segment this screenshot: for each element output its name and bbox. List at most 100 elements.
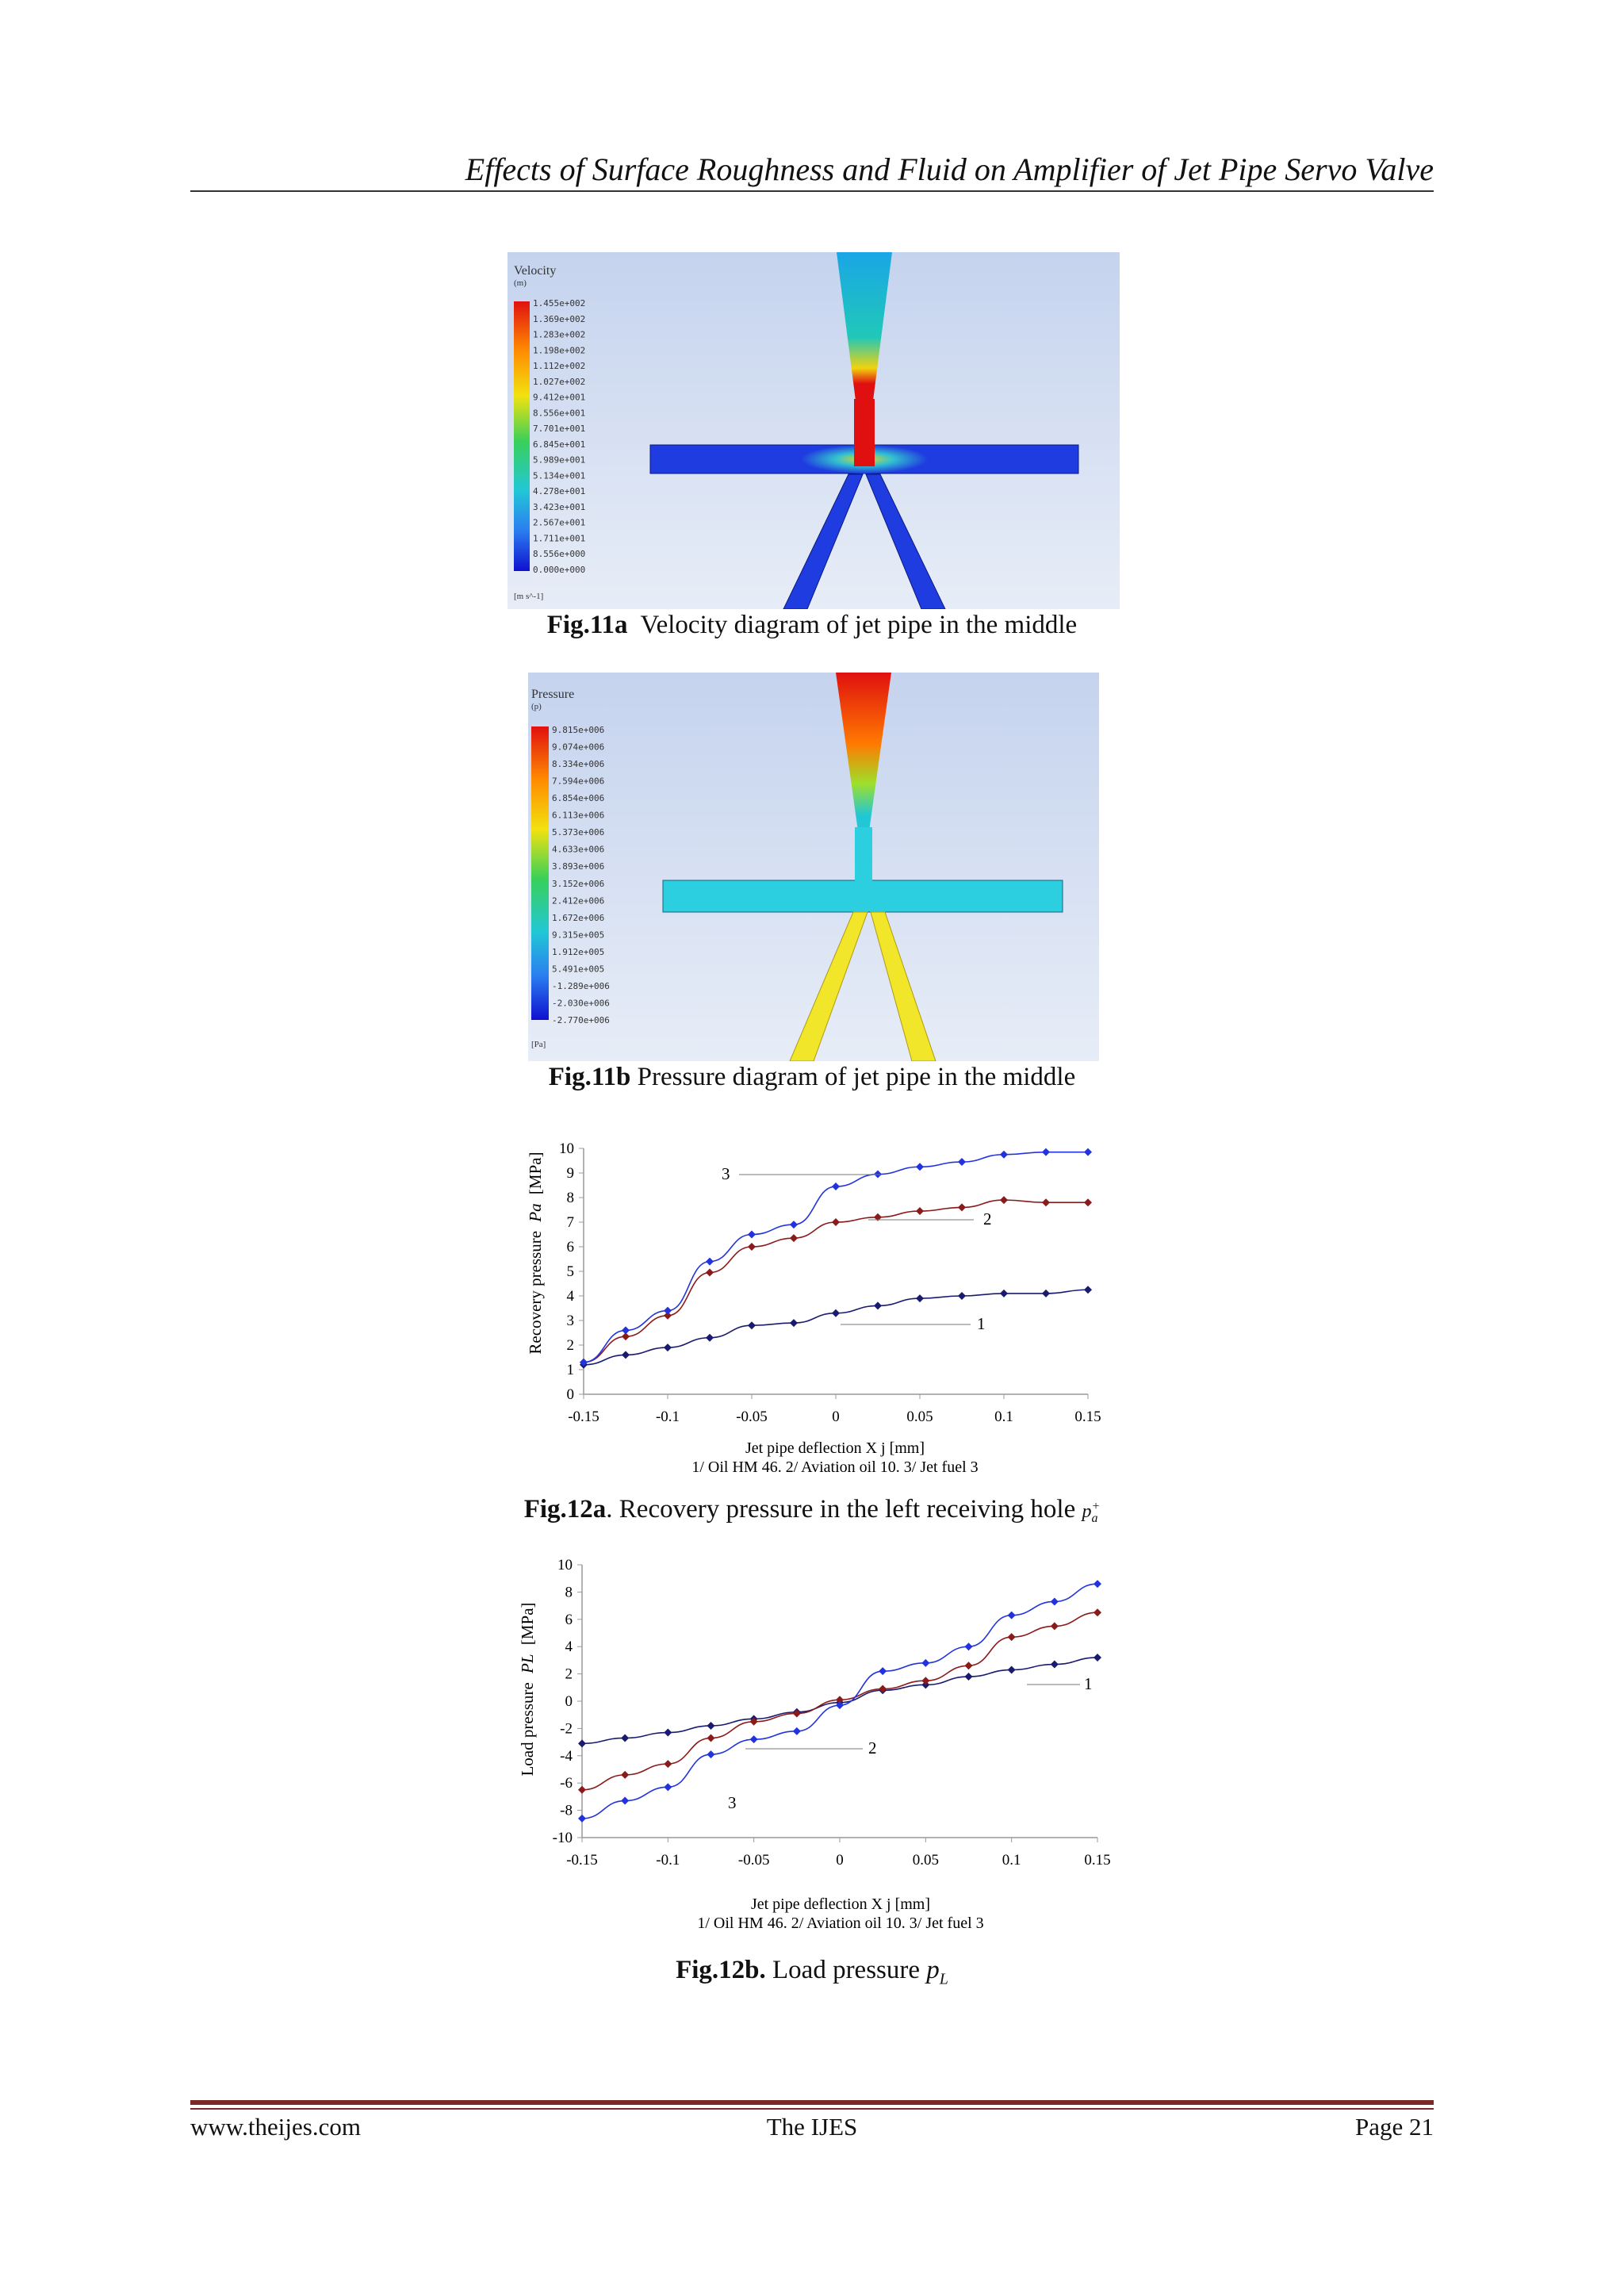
fig11b-pressure-image: Pressure (p) 9.815e+006 9.074e+006 8.334e+…	[528, 673, 1099, 1061]
data-point-series-2	[622, 1332, 630, 1341]
data-point-series-2	[836, 1696, 844, 1704]
footer-rule-thick	[190, 2100, 1434, 2105]
x-tick-label: 0.1	[1002, 1852, 1021, 1869]
y-tick-label: 7	[567, 1214, 575, 1231]
series-line-1	[583, 1289, 1089, 1366]
data-point-series-1	[664, 1728, 672, 1737]
legend-value: 1.112e+002	[533, 361, 585, 371]
data-point-series-2	[916, 1207, 924, 1216]
y-tick-label: 6	[565, 1612, 573, 1628]
legend-value: 9.815e+006	[552, 725, 604, 735]
data-point-series-2	[790, 1234, 798, 1243]
data-point-series-3	[1007, 1611, 1016, 1619]
data-point-series-3	[1000, 1150, 1008, 1159]
y-tick-label: 8	[567, 1190, 575, 1206]
legend-value: 6.854e+006	[552, 793, 604, 803]
data-point-series-1	[921, 1681, 930, 1689]
legend-value: -2.770e+006	[552, 1015, 610, 1025]
fig12a-caption-sub: a	[1091, 1511, 1098, 1525]
legend-value: 5.491e+005	[552, 964, 604, 974]
fig12b-caption-symbol: p	[926, 1956, 940, 1984]
data-point-series-3	[916, 1163, 924, 1171]
data-point-series-1	[832, 1309, 840, 1317]
legend-value: 2.412e+006	[552, 895, 604, 906]
data-point-series-2	[748, 1243, 756, 1251]
data-point-series-3	[964, 1642, 973, 1651]
x-tick-label: 0.05	[906, 1409, 933, 1425]
x-tick-label: -0.1	[656, 1852, 680, 1869]
fig12a-caption-sup: +	[1091, 1500, 1101, 1513]
legend-value: -2.030e+006	[552, 998, 610, 1008]
data-point-series-1	[1042, 1289, 1050, 1297]
data-point-series-1	[1007, 1665, 1016, 1674]
fig12b-xlabel: Jet pipe deflection X j [mm]	[751, 1895, 930, 1913]
data-point-series-2	[1094, 1608, 1101, 1617]
series-label-1: 1	[977, 1314, 986, 1333]
y-tick-label: 5	[567, 1263, 575, 1280]
data-point-series-3	[1094, 1580, 1101, 1589]
data-point-series-3	[749, 1735, 758, 1744]
data-point-series-1	[707, 1721, 715, 1730]
y-tick-label: 4	[565, 1639, 573, 1655]
fig11b-legend-title: Pressure	[531, 688, 574, 701]
y-tick-label: -8	[560, 1803, 573, 1819]
footer-page-number: Page 21	[1354, 2113, 1434, 2141]
data-point-series-2	[664, 1760, 672, 1769]
y-tick-label: 0	[565, 1693, 573, 1710]
fig12b-caption-text: Load pressure	[772, 1956, 921, 1984]
legend-value: 1.672e+006	[552, 913, 604, 923]
fig12a-ylabel-group: Recovery pressure Pa [MPa]	[526, 1152, 545, 1354]
x-tick-label: 0	[832, 1409, 840, 1425]
data-point-series-1	[578, 1739, 586, 1748]
data-point-series-3	[707, 1750, 715, 1759]
legend-value: 1.711e+001	[533, 533, 585, 543]
legend-value: 9.315e+005	[552, 930, 604, 940]
data-point-series-3	[832, 1182, 840, 1191]
legend-value: 4.278e+001	[533, 486, 585, 496]
data-point-series-3	[879, 1667, 887, 1676]
fig11a-caption: Fig.11a Velocity diagram of jet pipe in …	[0, 611, 1624, 640]
fig11a-legend-title: Velocity	[514, 264, 556, 278]
legend-value: 9.074e+006	[552, 742, 604, 753]
legend-value: 6.113e+006	[552, 811, 604, 821]
header-rule	[190, 190, 1434, 192]
legend-value: 5.989e+001	[533, 455, 585, 466]
x-tick-label: 0.1	[994, 1409, 1013, 1425]
data-point-series-2	[706, 1268, 714, 1277]
data-point-series-1	[790, 1319, 798, 1328]
x-tick-label: 0.05	[913, 1852, 939, 1869]
legend-value: 8.556e+000	[533, 549, 585, 559]
legend-value: 2.567e+001	[533, 518, 585, 528]
fig12a-svg: Recovery pressure Pa [MPa] Jet pipe defl…	[526, 1140, 1101, 1476]
legend-value: 1.027e+002	[533, 377, 585, 387]
y-tick-label: -2	[560, 1720, 573, 1737]
running-head: Effects of Surface Roughness and Fluid o…	[465, 151, 1434, 187]
data-point-series-2	[1084, 1198, 1092, 1207]
y-tick-label: 4	[567, 1288, 575, 1305]
fig12a-ylabel: Recovery pressure Pa [MPa]	[526, 1152, 545, 1354]
legend-value: 7.701e+001	[533, 424, 585, 434]
legend-value: 3.423e+001	[533, 502, 585, 512]
y-tick-label: 6	[567, 1239, 575, 1255]
data-point-series-1	[1084, 1286, 1092, 1294]
legend-value: -1.289e+006	[552, 981, 610, 991]
data-point-series-2	[921, 1677, 930, 1685]
fig12b-caption-label: Fig.12b.	[676, 1956, 766, 1984]
y-tick-label: 1	[567, 1362, 575, 1378]
y-tick-label: 8	[565, 1584, 573, 1600]
y-tick-label: 0	[567, 1386, 575, 1403]
series-label-1: 1	[1084, 1674, 1093, 1693]
data-point-series-2	[1007, 1633, 1016, 1642]
fig11b-legend-values: 9.815e+006 9.074e+006 8.334e+006 7.594e+006…	[552, 725, 610, 1025]
data-point-series-3	[578, 1814, 586, 1823]
data-point-series-1	[664, 1343, 672, 1352]
data-point-series-2	[664, 1311, 672, 1320]
y-tick-label: 10	[559, 1140, 574, 1157]
fig11a-caption-text: Velocity diagram of jet pipe in the midd…	[640, 611, 1078, 639]
fig12b-series-note: 1/ Oil HM 46. 2/ Aviation oil 10. 3/ Jet…	[697, 1915, 983, 1932]
fig11a-caption-label: Fig.11a	[546, 611, 628, 639]
data-point-series-3	[706, 1257, 714, 1266]
legend-value: 1.912e+005	[552, 947, 604, 957]
data-point-series-2	[832, 1218, 840, 1226]
data-point-series-3	[748, 1230, 756, 1239]
